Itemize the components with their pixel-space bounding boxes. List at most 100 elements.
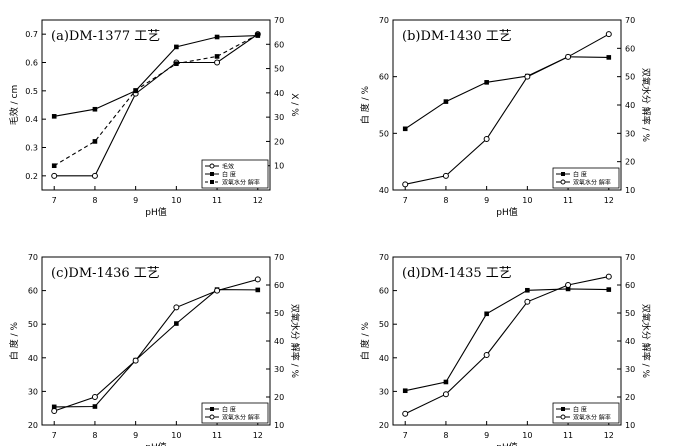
legend-label-2: 双氧水分 解率 <box>573 179 611 187</box>
legend-marker-3 <box>210 180 214 184</box>
legend-label-2: 双氧水分 解率 <box>222 414 260 422</box>
y-right-tick-label: 60 <box>274 281 284 290</box>
chart-title: (b)DM-1430 工艺 <box>402 29 512 44</box>
data-point-2-6 <box>605 31 612 38</box>
y-left-tick-label: 20 <box>379 421 389 430</box>
y-left-tick-label: 70 <box>379 16 389 25</box>
legend-marker-1 <box>210 407 214 411</box>
legend-marker-1 <box>209 163 215 169</box>
y-left-tick-label: 0.6 <box>25 59 38 68</box>
y-right-axis-label: 双氧水分 解率 / % <box>640 304 652 379</box>
data-point-1-3 <box>484 80 489 85</box>
data-point-3-2 <box>92 139 98 144</box>
data-point-2-4 <box>524 298 531 305</box>
y-left-tick-label: 70 <box>28 253 38 262</box>
y-right-tick-label: 50 <box>625 309 635 318</box>
data-point-2-4 <box>524 73 531 80</box>
legend-marker-1 <box>561 172 565 176</box>
data-point-1-6 <box>255 287 261 293</box>
y-left-tick-label: 40 <box>379 186 389 195</box>
y-left-tick-label: 20 <box>28 421 38 430</box>
chart-title: (d)DM-1435 工艺 <box>402 266 512 281</box>
y-right-tick-label: 10 <box>274 421 284 430</box>
chart-title: (c)DM-1436 工艺 <box>51 266 160 281</box>
y-right-tick-label: 30 <box>274 365 284 374</box>
data-point-2-2 <box>442 391 449 398</box>
legend-box <box>201 402 269 424</box>
y-right-tick-label: 40 <box>625 101 635 110</box>
data-point-1-2 <box>443 379 449 385</box>
y-right-tick-label: 50 <box>625 73 635 82</box>
y-left-tick-label: 50 <box>379 320 389 329</box>
y-right-tick-label: 10 <box>625 421 635 430</box>
data-point-1-3 <box>484 311 489 317</box>
x-tick-label: 9 <box>484 431 489 440</box>
y-right-tick-label: 60 <box>625 44 635 53</box>
x-tick-label: 10 <box>522 196 532 205</box>
y-right-axis-label: 双氧水分 解率 / % <box>640 68 652 143</box>
y-left-tick-label: 50 <box>28 320 38 329</box>
y-left-tick-label: 0.4 <box>25 115 38 124</box>
data-point-2-6 <box>605 273 612 280</box>
x-tick-label: 10 <box>171 196 181 205</box>
y-left-tick-label: 0.7 <box>25 30 38 39</box>
y-right-tick-label: 20 <box>274 393 284 402</box>
data-point-1-1 <box>51 172 58 179</box>
y-left-tick-label: 70 <box>379 253 389 262</box>
data-point-1-6 <box>606 287 612 292</box>
plot-frame <box>41 19 271 191</box>
legend-label-1: 白 度 <box>573 171 587 179</box>
y-left-tick-label: 60 <box>379 287 389 296</box>
y-left-tick-label: 60 <box>28 287 38 296</box>
legend-marker-2 <box>560 414 566 420</box>
legend-box <box>552 402 620 424</box>
y-right-tick-label: 30 <box>625 129 635 138</box>
series-line-2 <box>54 35 258 117</box>
series-line-1 <box>404 56 609 130</box>
data-point-2-5 <box>565 53 572 60</box>
data-point-2-1 <box>51 408 58 414</box>
data-point-1-4 <box>174 321 179 326</box>
x-tick-label: 10 <box>171 431 181 440</box>
x-tick-label: 9 <box>133 196 138 205</box>
data-point-3-5 <box>214 54 220 59</box>
data-point-2-3 <box>483 136 490 142</box>
series-line-2 <box>405 33 610 185</box>
y-right-tick-label: 70 <box>625 16 635 25</box>
chart-panel-3: 7 8 9 10 11 12 20 30 40 50 60 70 10 20 30 40 50 60 70 pH值 白 … <box>8 253 301 446</box>
x-tick-label: 9 <box>133 431 138 440</box>
y-right-tick-label: 10 <box>625 186 635 195</box>
data-point-3-4 <box>174 61 179 67</box>
y-right-tick-label: 10 <box>274 162 284 171</box>
y-right-tick-label: 20 <box>625 158 635 167</box>
x-tick-label: 11 <box>212 196 222 205</box>
y-left-tick-label: 30 <box>28 387 38 396</box>
series-line-1 <box>405 288 609 392</box>
chart-panel-2: 7 8 9 10 11 12 40 50 60 70 10 20 30 40 50 60 70 pH值 白 度 / … <box>359 16 652 218</box>
data-point-1-5 <box>565 286 571 292</box>
data-point-2-6 <box>254 276 261 283</box>
y-left-tick-label: 0.2 <box>25 172 38 181</box>
y-right-tick-label: 70 <box>274 253 284 262</box>
y-left-axis-label: 毛效 / cm <box>8 85 20 125</box>
data-point-2-4 <box>173 304 180 311</box>
data-point-2-2 <box>92 106 98 112</box>
data-point-2-1 <box>51 114 57 119</box>
x-tick-label: 7 <box>52 196 57 205</box>
data-point-1-2 <box>92 404 98 409</box>
legend-marker-1 <box>561 407 565 411</box>
data-point-1-6 <box>606 55 612 60</box>
y-right-tick-label: 40 <box>274 89 284 98</box>
x-axis-label: pH值 <box>496 441 517 446</box>
y-right-tick-label: 30 <box>625 365 635 374</box>
y-right-tick-label: 30 <box>274 113 284 122</box>
x-tick-label: 12 <box>604 196 614 205</box>
x-tick-label: 11 <box>212 431 222 440</box>
x-tick-label: 7 <box>403 196 408 205</box>
legend-label-2: 双氧水分 解率 <box>573 414 611 422</box>
y-right-tick-label: 50 <box>274 309 284 318</box>
data-point-1-2 <box>91 172 98 179</box>
